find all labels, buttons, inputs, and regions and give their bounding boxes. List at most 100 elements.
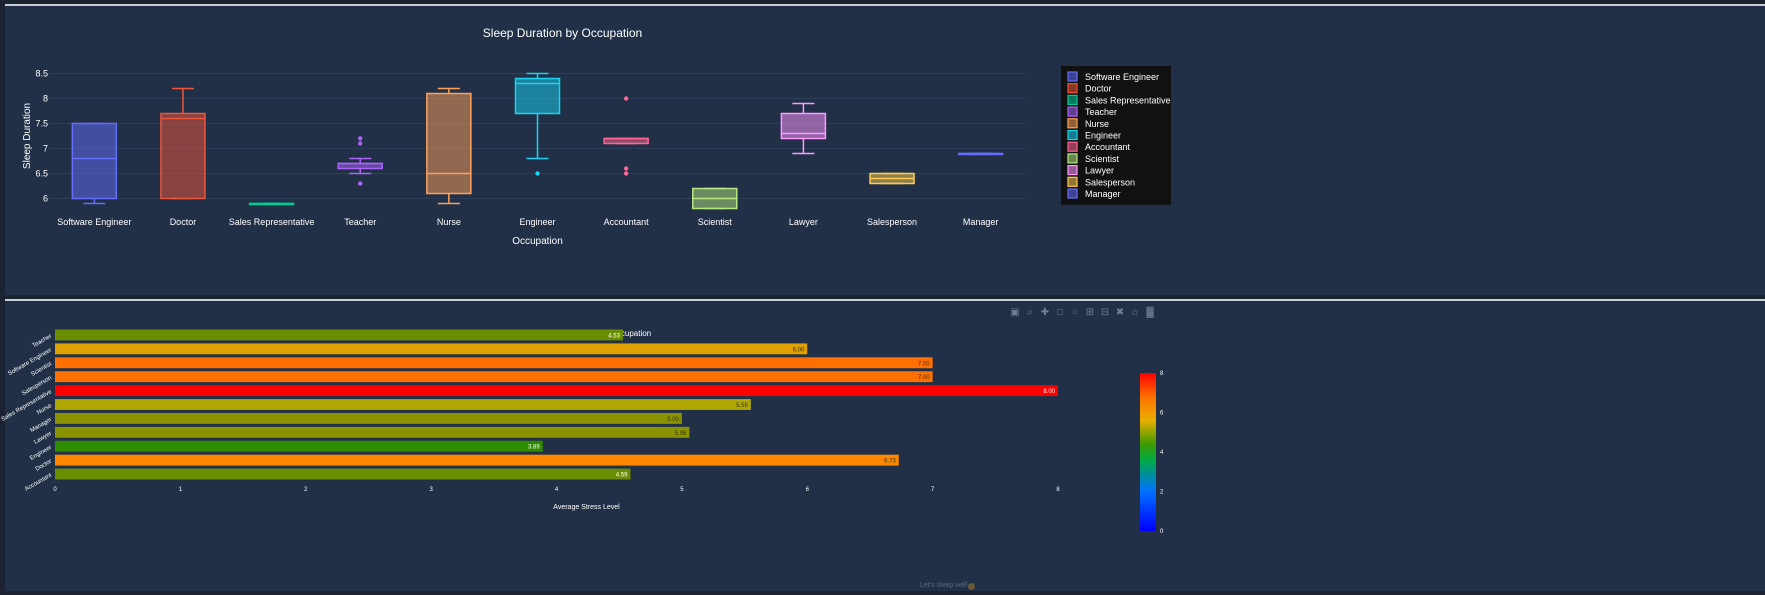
- autoscale-icon[interactable]: ✖: [1116, 307, 1124, 318]
- bar-data-label: 7.00: [918, 375, 930, 381]
- y-tick-label: 6.5: [35, 169, 48, 179]
- box-iqr: [780, 112, 827, 140]
- legend-entry: Software Engineer: [1085, 72, 1159, 82]
- y-tick-label: Teacher: [32, 333, 53, 349]
- x-tick-label: 8: [1056, 487, 1060, 493]
- x-tick-label: 4: [555, 487, 559, 493]
- x-tick-label: Scientist: [698, 217, 733, 227]
- bar-data-label: 4.59: [616, 473, 628, 479]
- y-tick-label: 8: [43, 94, 48, 104]
- bar-accountant: [55, 468, 631, 480]
- legend-entry: Engineer: [1085, 131, 1121, 141]
- box-accountant: [603, 96, 649, 176]
- stress-level-panel: Average Stress Level by Occupation▣⌕✚□○⊞…: [1, 299, 1765, 591]
- bar-sales-representative: [55, 385, 1058, 397]
- legend-entry: Lawyer: [1085, 166, 1114, 176]
- box-iqr: [160, 112, 206, 200]
- bar-nurse: [55, 399, 751, 410]
- stress-level-bar-chart: Average Stress Level by Occupation▣⌕✚□○⊞…: [1, 306, 1164, 535]
- plotly-logo-icon[interactable]: ▓: [1146, 306, 1154, 318]
- box-iqr: [514, 77, 561, 115]
- x-tick-label: Teacher: [344, 217, 376, 227]
- lasso-icon[interactable]: ○: [1072, 307, 1078, 318]
- legend-entry: Doctor: [1085, 84, 1112, 94]
- pan-icon[interactable]: ✚: [1041, 307, 1049, 318]
- sleep-duration-box-chart: Sleep Duration by Occupation 6 6.5 7 7.5 8 8.5…: [22, 26, 1171, 247]
- bar-data-label: 6.73: [884, 459, 896, 465]
- zoom-in-icon[interactable]: ⊞: [1086, 307, 1094, 318]
- x-tick-label: Doctor: [170, 217, 197, 227]
- box-lawyer: [780, 102, 827, 155]
- x-axis-title: Average Stress Level: [553, 504, 620, 511]
- legend-swatch: [1067, 176, 1078, 187]
- box-manager: [957, 152, 1004, 156]
- y-tick-label: 8.5: [35, 69, 48, 79]
- bar-data-label: 8.00: [1043, 389, 1055, 395]
- legend-swatch: [1067, 83, 1078, 94]
- outlier-point: [535, 171, 540, 176]
- x-tick-label: Accountant: [604, 217, 650, 227]
- x-tick-label: 5: [680, 487, 684, 493]
- y-tick-label: 7: [43, 144, 48, 154]
- outlier-point: [358, 181, 363, 186]
- bar-teacher: [55, 329, 623, 341]
- y-tick-label: Lawyer: [33, 431, 53, 446]
- legend-swatch: [1067, 71, 1078, 82]
- bar-manager: [55, 412, 682, 424]
- colorbar-tick-label: 2: [1160, 490, 1164, 496]
- x-tick-label: 0: [53, 487, 57, 493]
- bar-scientist: [55, 357, 933, 369]
- x-tick-label: Software Engineer: [57, 217, 131, 227]
- legend-swatch: [1067, 165, 1078, 176]
- legend-swatch: [1067, 129, 1078, 141]
- legend-entry: Scientist: [1085, 154, 1120, 164]
- legend-entry: Salesperson: [1085, 177, 1135, 187]
- bar-salesperson: [55, 371, 933, 383]
- bar-software-engineer: [55, 343, 808, 355]
- x-tick-label: 7: [931, 487, 935, 493]
- legend-swatch: [1067, 153, 1078, 164]
- x-tick-label: 1: [179, 487, 183, 493]
- legend-entry: Manager: [1085, 189, 1121, 199]
- outlier-point: [623, 171, 629, 176]
- footer-text: Let's sleep well: [920, 582, 968, 589]
- box-salesperson: [869, 172, 915, 185]
- legend-entry: Teacher: [1085, 107, 1117, 117]
- outlier-point: [623, 96, 629, 101]
- x-tick-label: Sales Representative: [229, 217, 315, 227]
- x-tick-label: 2: [304, 487, 308, 493]
- legend-swatch: [1067, 106, 1078, 117]
- bar-data-label: 5.55: [736, 403, 748, 409]
- camera-icon[interactable]: ▣: [1010, 307, 1019, 318]
- bar-data-label: 6.00: [793, 347, 805, 353]
- box-scientist: [692, 187, 738, 210]
- zoom-out-icon[interactable]: ⊟: [1101, 307, 1109, 318]
- bar-doctor: [55, 454, 899, 466]
- legend-swatch: [1067, 118, 1078, 129]
- x-tick-label: 3: [429, 487, 433, 493]
- y-tick-label: Doctor: [35, 459, 53, 473]
- zoom-icon[interactable]: ⌕: [1027, 307, 1033, 318]
- y-tick-label: Accountant: [24, 472, 53, 492]
- box-teacher: [337, 136, 383, 186]
- x-tick-label: Lawyer: [789, 217, 818, 227]
- y-tick-label: 6: [43, 194, 48, 204]
- outlier-point: [623, 166, 629, 171]
- box-select-icon[interactable]: □: [1057, 307, 1063, 318]
- legend-box: [1061, 66, 1171, 205]
- legend-entry: Nurse: [1085, 119, 1109, 129]
- bar-data-label: 7.00: [918, 361, 930, 367]
- y-tick-label: Nurse: [36, 403, 53, 417]
- bar-lawyer: [55, 426, 690, 438]
- legend-entry: Accountant: [1085, 142, 1131, 152]
- box-doctor: [160, 87, 206, 200]
- reset-axes-icon[interactable]: ⌂: [1132, 307, 1138, 318]
- legend-swatch: [1067, 94, 1078, 106]
- legend-entry: Sales Representative: [1085, 95, 1171, 105]
- outlier-point: [358, 141, 363, 146]
- colorbar-tick-label: 0: [1160, 529, 1164, 535]
- bar-data-label: 4.53: [608, 333, 620, 339]
- colorbar: [1140, 373, 1156, 531]
- colorbar-tick-label: 4: [1160, 450, 1164, 456]
- x-axis-title: Occupation: [512, 236, 563, 247]
